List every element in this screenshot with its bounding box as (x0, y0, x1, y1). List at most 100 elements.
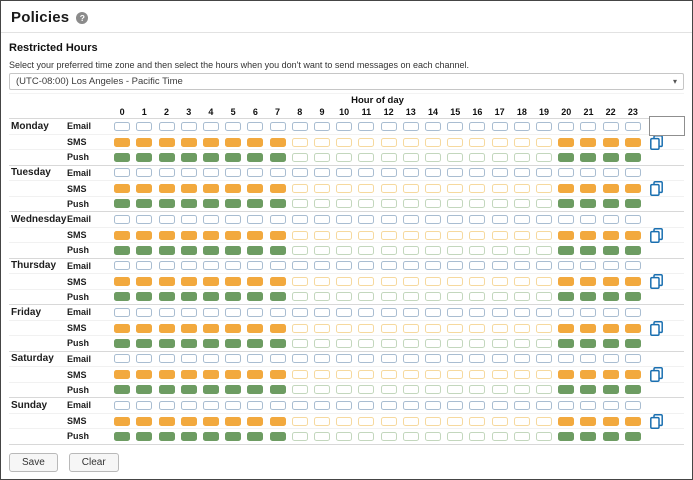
hour-cell[interactable] (136, 230, 153, 240)
hour-cell[interactable] (313, 292, 330, 302)
hour-cell[interactable] (313, 230, 330, 240)
hour-cell[interactable] (202, 370, 219, 379)
hour-cell[interactable] (313, 199, 330, 209)
hour-cell[interactable] (402, 416, 419, 426)
hour-cell[interactable] (269, 261, 286, 271)
hour-cell[interactable] (513, 370, 530, 379)
hour-cell[interactable] (491, 261, 508, 271)
hour-cell[interactable] (247, 184, 264, 193)
hour-cell[interactable] (136, 137, 153, 147)
hour-cell[interactable] (380, 152, 397, 162)
hour-cell[interactable] (602, 277, 619, 286)
hour-cell[interactable] (558, 277, 575, 286)
hour-cell[interactable] (513, 354, 530, 364)
hour-cell[interactable] (336, 137, 353, 147)
hour-cell[interactable] (513, 245, 530, 255)
hour-cell[interactable] (624, 416, 641, 426)
hour-cell[interactable] (202, 354, 219, 364)
hour-cell[interactable] (469, 338, 486, 348)
hour-cell[interactable] (536, 168, 553, 178)
hour-cell[interactable] (158, 385, 175, 395)
hour-cell[interactable] (380, 385, 397, 395)
hour-cell[interactable] (624, 199, 641, 209)
hour-cell[interactable] (313, 416, 330, 426)
hour-cell[interactable] (380, 277, 397, 286)
hour-cell[interactable] (536, 370, 553, 379)
hour-cell[interactable] (202, 199, 219, 209)
hour-cell[interactable] (158, 121, 175, 131)
hour-cell[interactable] (136, 152, 153, 162)
hour-cell[interactable] (380, 400, 397, 410)
hour-cell[interactable] (180, 214, 197, 224)
hour-cell[interactable] (624, 307, 641, 317)
hour-cell[interactable] (180, 416, 197, 426)
hour-cell[interactable] (491, 354, 508, 364)
hour-cell[interactable] (558, 323, 575, 333)
hour-cell[interactable] (114, 199, 131, 209)
hour-cell[interactable] (358, 323, 375, 333)
hour-cell[interactable] (114, 245, 131, 255)
hour-cell[interactable] (180, 168, 197, 178)
hour-cell[interactable] (247, 245, 264, 255)
hour-cell[interactable] (358, 184, 375, 193)
hour-cell[interactable] (313, 431, 330, 441)
hour-cell[interactable] (469, 370, 486, 379)
hour-cell[interactable] (469, 137, 486, 147)
hour-cell[interactable] (269, 323, 286, 333)
hour-cell[interactable] (202, 152, 219, 162)
hour-cell[interactable] (114, 338, 131, 348)
hour-cell[interactable] (402, 261, 419, 271)
hour-cell[interactable] (358, 230, 375, 240)
hour-cell[interactable] (136, 261, 153, 271)
hour-cell[interactable] (425, 323, 442, 333)
hour-cell[interactable] (358, 416, 375, 426)
hour-cell[interactable] (402, 121, 419, 131)
hour-cell[interactable] (491, 277, 508, 286)
hour-cell[interactable] (269, 416, 286, 426)
hour-cell[interactable] (336, 400, 353, 410)
hour-cell[interactable] (380, 214, 397, 224)
hour-cell[interactable] (358, 261, 375, 271)
hour-cell[interactable] (136, 292, 153, 302)
hour-cell[interactable] (247, 214, 264, 224)
hour-cell[interactable] (225, 199, 242, 209)
hour-cell[interactable] (513, 121, 530, 131)
hour-cell[interactable] (602, 323, 619, 333)
hour-cell[interactable] (158, 370, 175, 379)
copy-day-icon[interactable] (650, 227, 663, 243)
hour-cell[interactable] (580, 292, 597, 302)
hour-cell[interactable] (225, 354, 242, 364)
hour-cell[interactable] (491, 184, 508, 193)
hour-cell[interactable] (336, 152, 353, 162)
hour-cell[interactable] (491, 245, 508, 255)
hour-cell[interactable] (291, 121, 308, 131)
hour-cell[interactable] (380, 370, 397, 379)
hour-cell[interactable] (358, 152, 375, 162)
hour-cell[interactable] (624, 370, 641, 379)
hour-cell[interactable] (491, 230, 508, 240)
hour-cell[interactable] (136, 245, 153, 255)
hour-cell[interactable] (425, 137, 442, 147)
hour-cell[interactable] (425, 199, 442, 209)
hour-cell[interactable] (358, 199, 375, 209)
hour-cell[interactable] (180, 121, 197, 131)
hour-cell[interactable] (313, 137, 330, 147)
hour-cell[interactable] (558, 261, 575, 271)
hour-cell[interactable] (402, 323, 419, 333)
hour-cell[interactable] (114, 261, 131, 271)
hour-cell[interactable] (402, 168, 419, 178)
hour-cell[interactable] (469, 354, 486, 364)
hour-cell[interactable] (158, 214, 175, 224)
hour-cell[interactable] (291, 152, 308, 162)
hour-cell[interactable] (247, 416, 264, 426)
hour-cell[interactable] (180, 400, 197, 410)
hour-cell[interactable] (602, 338, 619, 348)
hour-cell[interactable] (602, 307, 619, 317)
hour-cell[interactable] (491, 152, 508, 162)
hour-cell[interactable] (269, 400, 286, 410)
hour-cell[interactable] (336, 354, 353, 364)
hour-cell[interactable] (180, 137, 197, 147)
hour-cell[interactable] (425, 416, 442, 426)
hour-cell[interactable] (180, 431, 197, 441)
hour-cell[interactable] (247, 385, 264, 395)
